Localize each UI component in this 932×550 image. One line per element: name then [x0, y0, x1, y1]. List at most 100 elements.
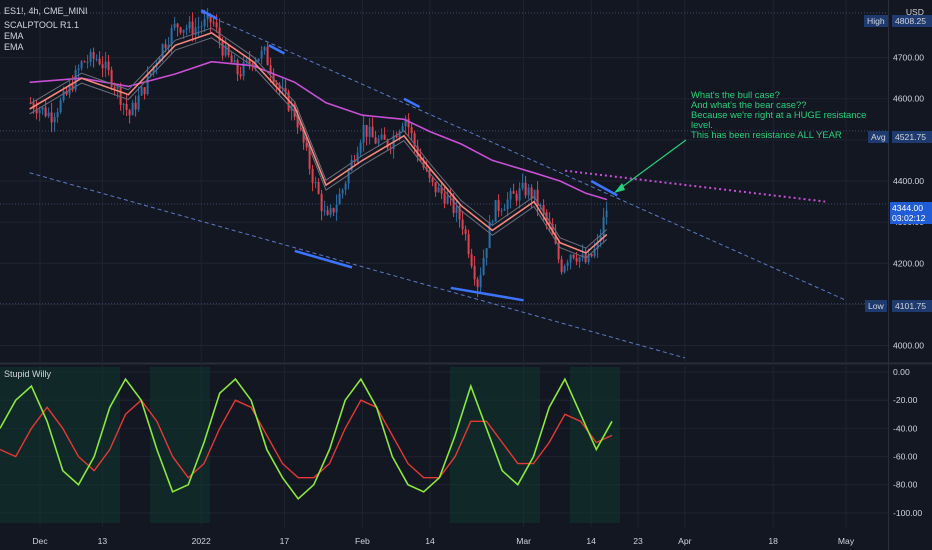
- x-tick-label: 14: [425, 536, 435, 546]
- support-trendline: [29, 172, 685, 359]
- candle: [365, 124, 368, 137]
- candle: [239, 74, 242, 77]
- trendline-touch: [450, 286, 524, 302]
- candle: [509, 191, 512, 200]
- x-tick-label: Dec: [32, 536, 48, 546]
- candle: [62, 91, 65, 101]
- candle: [518, 188, 521, 201]
- x-tick-label: May: [838, 536, 855, 546]
- candle: [107, 61, 110, 70]
- annotation-arrow: [617, 139, 687, 191]
- candle: [437, 187, 440, 193]
- candle: [494, 200, 497, 222]
- candle: [242, 62, 245, 77]
- candle: [362, 124, 365, 143]
- candle: [350, 159, 353, 171]
- annotation-line: And what's the bear case??: [691, 99, 807, 110]
- candle: [335, 204, 338, 213]
- candle: [500, 210, 503, 212]
- candle: [479, 274, 482, 288]
- candle: [473, 266, 476, 280]
- candle: [410, 127, 413, 134]
- bar-countdown: 03:02:12: [892, 213, 926, 223]
- candle: [65, 91, 68, 95]
- candle: [50, 112, 53, 123]
- candle: [434, 182, 437, 193]
- osc-fast-line: [0, 377, 613, 500]
- candle: [158, 57, 161, 64]
- candle: [185, 28, 188, 30]
- candle: [560, 259, 563, 273]
- candle: [521, 182, 524, 189]
- candle: [191, 21, 194, 35]
- candle: [59, 100, 62, 113]
- oscillator-title[interactable]: Stupid Willy: [4, 369, 52, 379]
- x-tick-label: 17: [280, 536, 290, 546]
- avg-value: 4521.75: [892, 131, 932, 143]
- candle: [284, 87, 287, 92]
- candle: [188, 21, 191, 29]
- osc-signal-line: [0, 399, 613, 479]
- currency-label: USD: [905, 7, 924, 17]
- candle: [83, 61, 86, 63]
- x-tick-label: 13: [98, 536, 108, 546]
- candle: [266, 46, 269, 66]
- x-tick-label: 23: [633, 536, 643, 546]
- candle: [329, 208, 332, 215]
- candle: [308, 147, 311, 169]
- candle: [428, 170, 431, 179]
- candle: [536, 189, 539, 206]
- candle: [182, 29, 185, 33]
- indicator-label[interactable]: EMA: [4, 42, 24, 52]
- candle: [554, 234, 557, 244]
- candle: [431, 178, 434, 183]
- avg-label: Avg: [868, 131, 889, 143]
- candle: [194, 27, 197, 35]
- candle: [323, 210, 326, 212]
- candle: [395, 135, 398, 138]
- candle: [41, 107, 44, 110]
- candle: [476, 279, 479, 288]
- candle: [110, 69, 113, 87]
- candle: [206, 14, 209, 20]
- high-value: 4808.25: [892, 15, 932, 27]
- candle: [539, 204, 542, 206]
- osc-tick-label: -40.00: [893, 423, 918, 433]
- candle: [455, 206, 458, 213]
- candle: [299, 127, 302, 129]
- candle: [452, 196, 455, 213]
- candle: [449, 195, 452, 197]
- candle: [443, 193, 446, 204]
- candle: [548, 220, 551, 225]
- indicator-label[interactable]: SCALPTOOL R1.1: [4, 20, 80, 30]
- osc-tick-label: -60.00: [893, 452, 918, 462]
- candle: [464, 229, 467, 235]
- high-label: High: [864, 15, 888, 27]
- candle: [200, 26, 203, 28]
- ema-slow-line: [29, 60, 608, 201]
- low-value: 4101.75: [892, 300, 932, 312]
- x-tick-label: Apr: [678, 536, 692, 546]
- candle: [176, 23, 179, 28]
- candle: [317, 182, 320, 194]
- y-tick-label: 4000.00: [893, 341, 924, 351]
- candle: [143, 87, 146, 95]
- indicator-label[interactable]: EMA: [4, 31, 24, 41]
- ema-fast-line: [29, 32, 608, 254]
- candle: [44, 107, 47, 117]
- trendline-touch: [268, 44, 285, 55]
- candle: [422, 161, 425, 168]
- x-tick-label: Mar: [516, 536, 531, 546]
- y-tick-label: 4600.00: [893, 94, 924, 104]
- candle: [167, 44, 170, 48]
- candle: [224, 45, 227, 56]
- candle: [575, 257, 578, 262]
- candle: [38, 109, 41, 114]
- candle: [278, 84, 281, 90]
- candle: [164, 44, 167, 48]
- candle: [71, 84, 74, 90]
- candle: [482, 258, 485, 275]
- candle: [527, 187, 530, 196]
- arrow-head: [614, 183, 625, 193]
